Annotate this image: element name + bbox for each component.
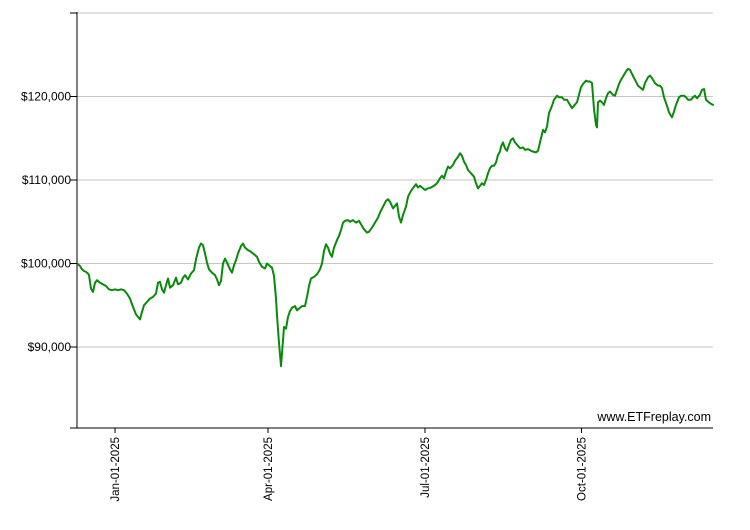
y-axis-labels: $120,000 $110,000 $100,000 $90,000 — [21, 90, 71, 355]
y-tick-label: $110,000 — [22, 173, 71, 187]
axes — [76, 12, 713, 429]
gridlines — [77, 12, 713, 348]
x-tick-label: Jan-01-2025 — [110, 437, 122, 502]
y-tick-label: $90,000 — [28, 340, 72, 354]
equity-curve-line — [77, 67, 714, 368]
x-tick-label: Oct-01-2025 — [577, 437, 589, 501]
x-tick-label: Apr-01-2025 — [263, 437, 275, 501]
x-axis-ticks — [114, 428, 583, 433]
watermark-link[interactable]: www.ETFreplay.com — [596, 410, 711, 424]
y-tick-label: $120,000 — [21, 90, 71, 104]
y-tick-label: $100,000 — [21, 257, 71, 271]
x-tick-label: Jul-01-2025 — [420, 437, 432, 498]
y-axis-ticks — [70, 12, 77, 429]
axis-lines — [76, 12, 713, 429]
x-axis-labels: Jan-01-2025 Apr-01-2025 Jul-01-2025 Oct-01-… — [110, 437, 589, 502]
